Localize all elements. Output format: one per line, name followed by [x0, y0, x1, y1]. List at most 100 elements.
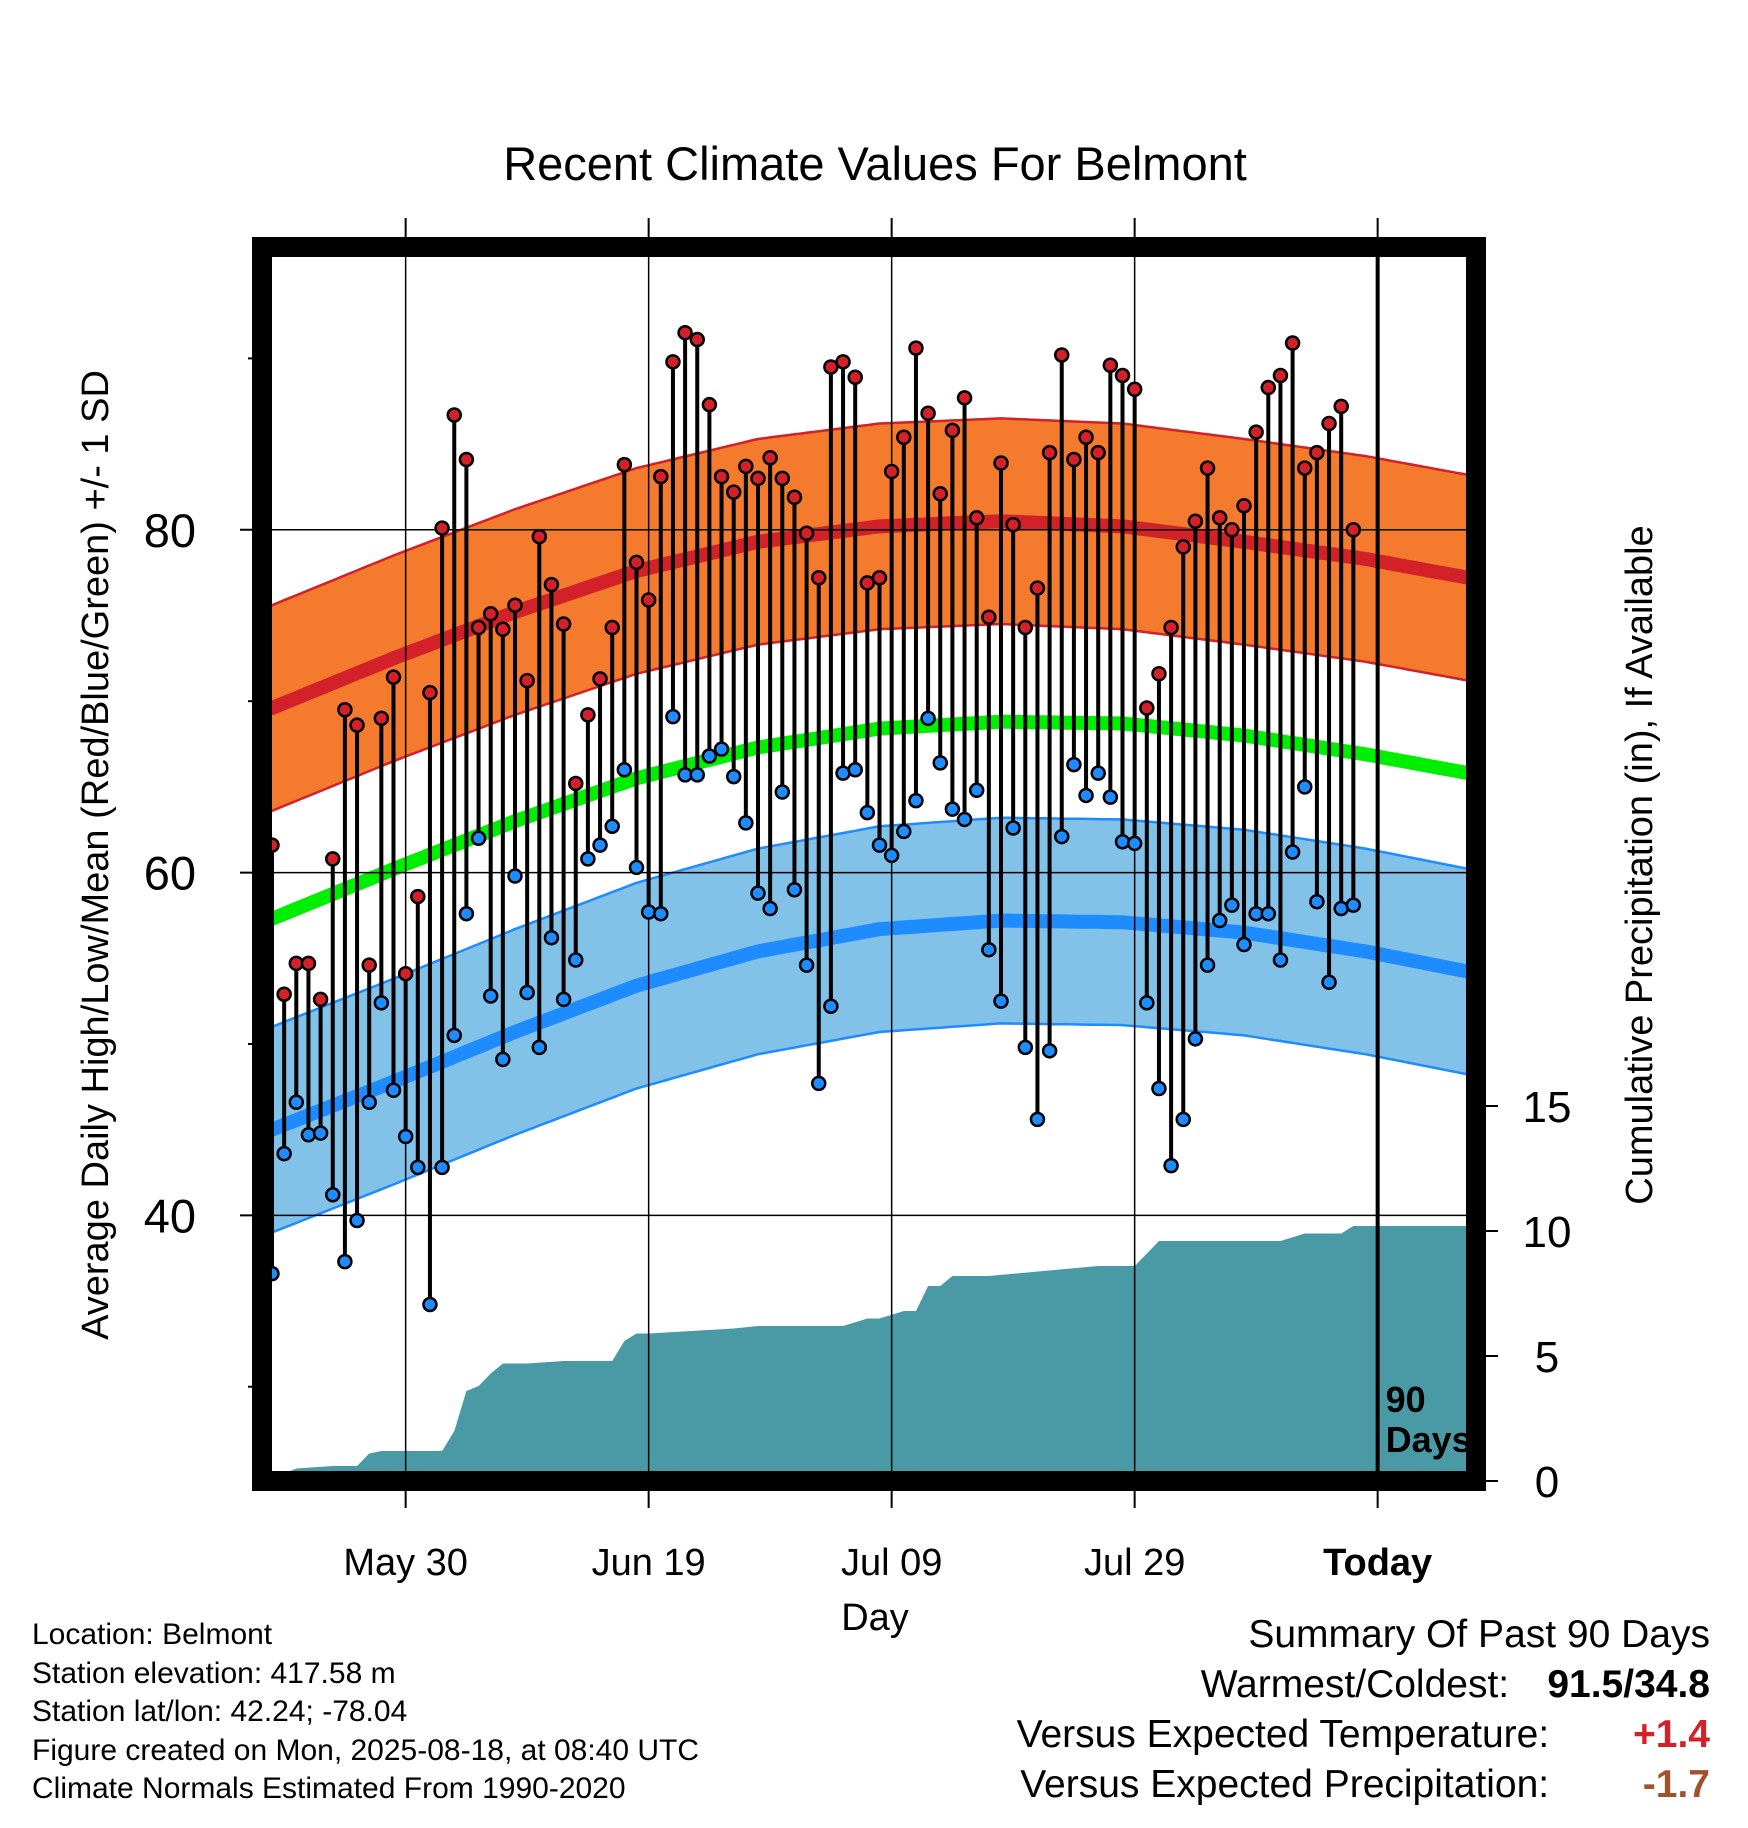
daily-high-point: [1139, 700, 1155, 716]
daily-low-point: [1260, 905, 1277, 922]
x-tick-label: Jul 29: [1084, 1542, 1185, 1584]
high-mean-line: [262, 514, 1476, 715]
daily-low-point: [495, 1051, 511, 1068]
daily-high-point: [410, 888, 426, 905]
daily-low-point: [361, 1094, 377, 1110]
daily-low-point: [1078, 787, 1094, 804]
daily-low-point: [1345, 897, 1362, 913]
daily-low-point: [410, 1159, 426, 1176]
window-label-line1: 90: [1386, 1379, 1426, 1420]
daily-low-point: [276, 1145, 292, 1162]
daily-low-point: [883, 847, 900, 864]
daily-low-point: [470, 830, 487, 847]
daily-low-point: [1017, 1039, 1034, 1056]
daily-low-point: [385, 1082, 402, 1098]
daily-low-point: [713, 741, 730, 757]
daily-high-point: [847, 369, 863, 386]
daily-low-point: [1041, 1043, 1058, 1059]
daily-high-point: [932, 486, 948, 502]
warm-cold-row: Warmest/Coldest: 91.5/34.8: [1017, 1660, 1710, 1710]
daily-low-point: [811, 1075, 827, 1092]
created-text: Figure created on Mon, 2025-08-18, at 08…: [32, 1733, 700, 1767]
daily-low-point: [1211, 912, 1228, 929]
low-lower-edge: [262, 1022, 1476, 1234]
daily-high-point: [300, 955, 317, 972]
daily-low-point: [1066, 756, 1082, 773]
daily-high-point: [312, 991, 329, 1008]
daily-low-point: [823, 998, 839, 1015]
daily-high-point: [1041, 444, 1058, 461]
daily-low-point: [1175, 1111, 1191, 1128]
daily-low-point: [531, 1039, 548, 1056]
daily-high-point: [604, 619, 620, 636]
daily-high-point: [725, 484, 742, 500]
low-upper-edge: [262, 816, 1476, 1029]
daily-low-point: [932, 755, 948, 771]
daily-high-point: [981, 609, 997, 625]
x-tick-label: Today: [1323, 1542, 1432, 1584]
daily-low-point: [993, 993, 1009, 1009]
daily-high-point: [1333, 398, 1349, 415]
daily-high-point: [1321, 415, 1337, 432]
daily-high-point: [944, 422, 961, 439]
daily-high-point: [555, 616, 572, 632]
daily-high-point: [774, 470, 791, 487]
x-tick-label: Jun 19: [592, 1542, 706, 1584]
daily-low-point: [1284, 844, 1301, 860]
daily-low-point: [1139, 995, 1155, 1011]
daily-high-point: [1090, 444, 1106, 461]
daily-low-point: [325, 1187, 341, 1203]
daily-low-point: [1297, 779, 1313, 795]
daily-low-point: [580, 851, 596, 867]
daily-high-point: [1066, 451, 1082, 468]
daily-low-point: [300, 1127, 317, 1143]
daily-high-point: [1005, 516, 1021, 533]
daily-low-point: [689, 767, 705, 783]
y2-axis-label: Cumulative Precipitation (in), If Availa…: [1619, 525, 1661, 1204]
daily-high-point: [531, 528, 548, 545]
daily-high-point: [677, 324, 693, 341]
daily-low-point: [1321, 974, 1337, 991]
normals-period-text: Climate Normals Estimated From 1990-2020: [32, 1772, 626, 1805]
daily-high-point: [1297, 460, 1313, 476]
x-tick-label: Jul 09: [841, 1542, 942, 1584]
daily-high-point: [1211, 510, 1228, 526]
daily-high-point: [1199, 460, 1216, 476]
window-label-line2: Days: [1386, 1419, 1472, 1460]
precipitation-layer: [272, 1226, 1476, 1481]
grid-lines: [262, 247, 1476, 1481]
daily-high-point: [956, 390, 973, 406]
daily-low-point: [1102, 789, 1119, 805]
location-text: Location: Belmont: [32, 1618, 273, 1651]
daily-high-point: [1236, 498, 1252, 514]
y-axis-left: 40 60 80: [144, 357, 262, 1388]
daily-low-point: [1187, 1031, 1204, 1047]
daily-high-point: [920, 405, 936, 421]
daily-low-point: [616, 761, 633, 778]
daily-high-point: [361, 957, 377, 973]
daily-high-point: [835, 354, 851, 370]
daily-low-point: [568, 952, 584, 968]
daily-low-point: [349, 1212, 365, 1229]
y2-tick-label: 10: [1523, 1208, 1572, 1257]
latlon-text: Station lat/lon: 42.24; -78.04: [32, 1695, 408, 1728]
daily-low-point: [555, 991, 572, 1008]
daily-low-point: [774, 784, 791, 800]
daily-high-point: [896, 429, 912, 445]
daily-high-point: [750, 470, 766, 487]
y-tick-label: 60: [144, 847, 196, 900]
y2-tick-label: 15: [1523, 1083, 1572, 1132]
daily-high-point: [1272, 367, 1289, 384]
daily-low-point: [762, 900, 778, 917]
y-axis-label: Average Daily High/Low/Mean (Red/Blue/Gr…: [75, 370, 117, 1340]
daily-high-point: [762, 450, 778, 466]
daily-low-point: [1199, 957, 1216, 973]
daily-low-point: [968, 782, 985, 799]
daily-high-point: [519, 672, 535, 689]
plot-frame: [252, 237, 1486, 1491]
daily-low-point: [312, 1125, 329, 1141]
daily-low-point: [1224, 897, 1240, 913]
daily-low-point: [288, 1094, 305, 1110]
